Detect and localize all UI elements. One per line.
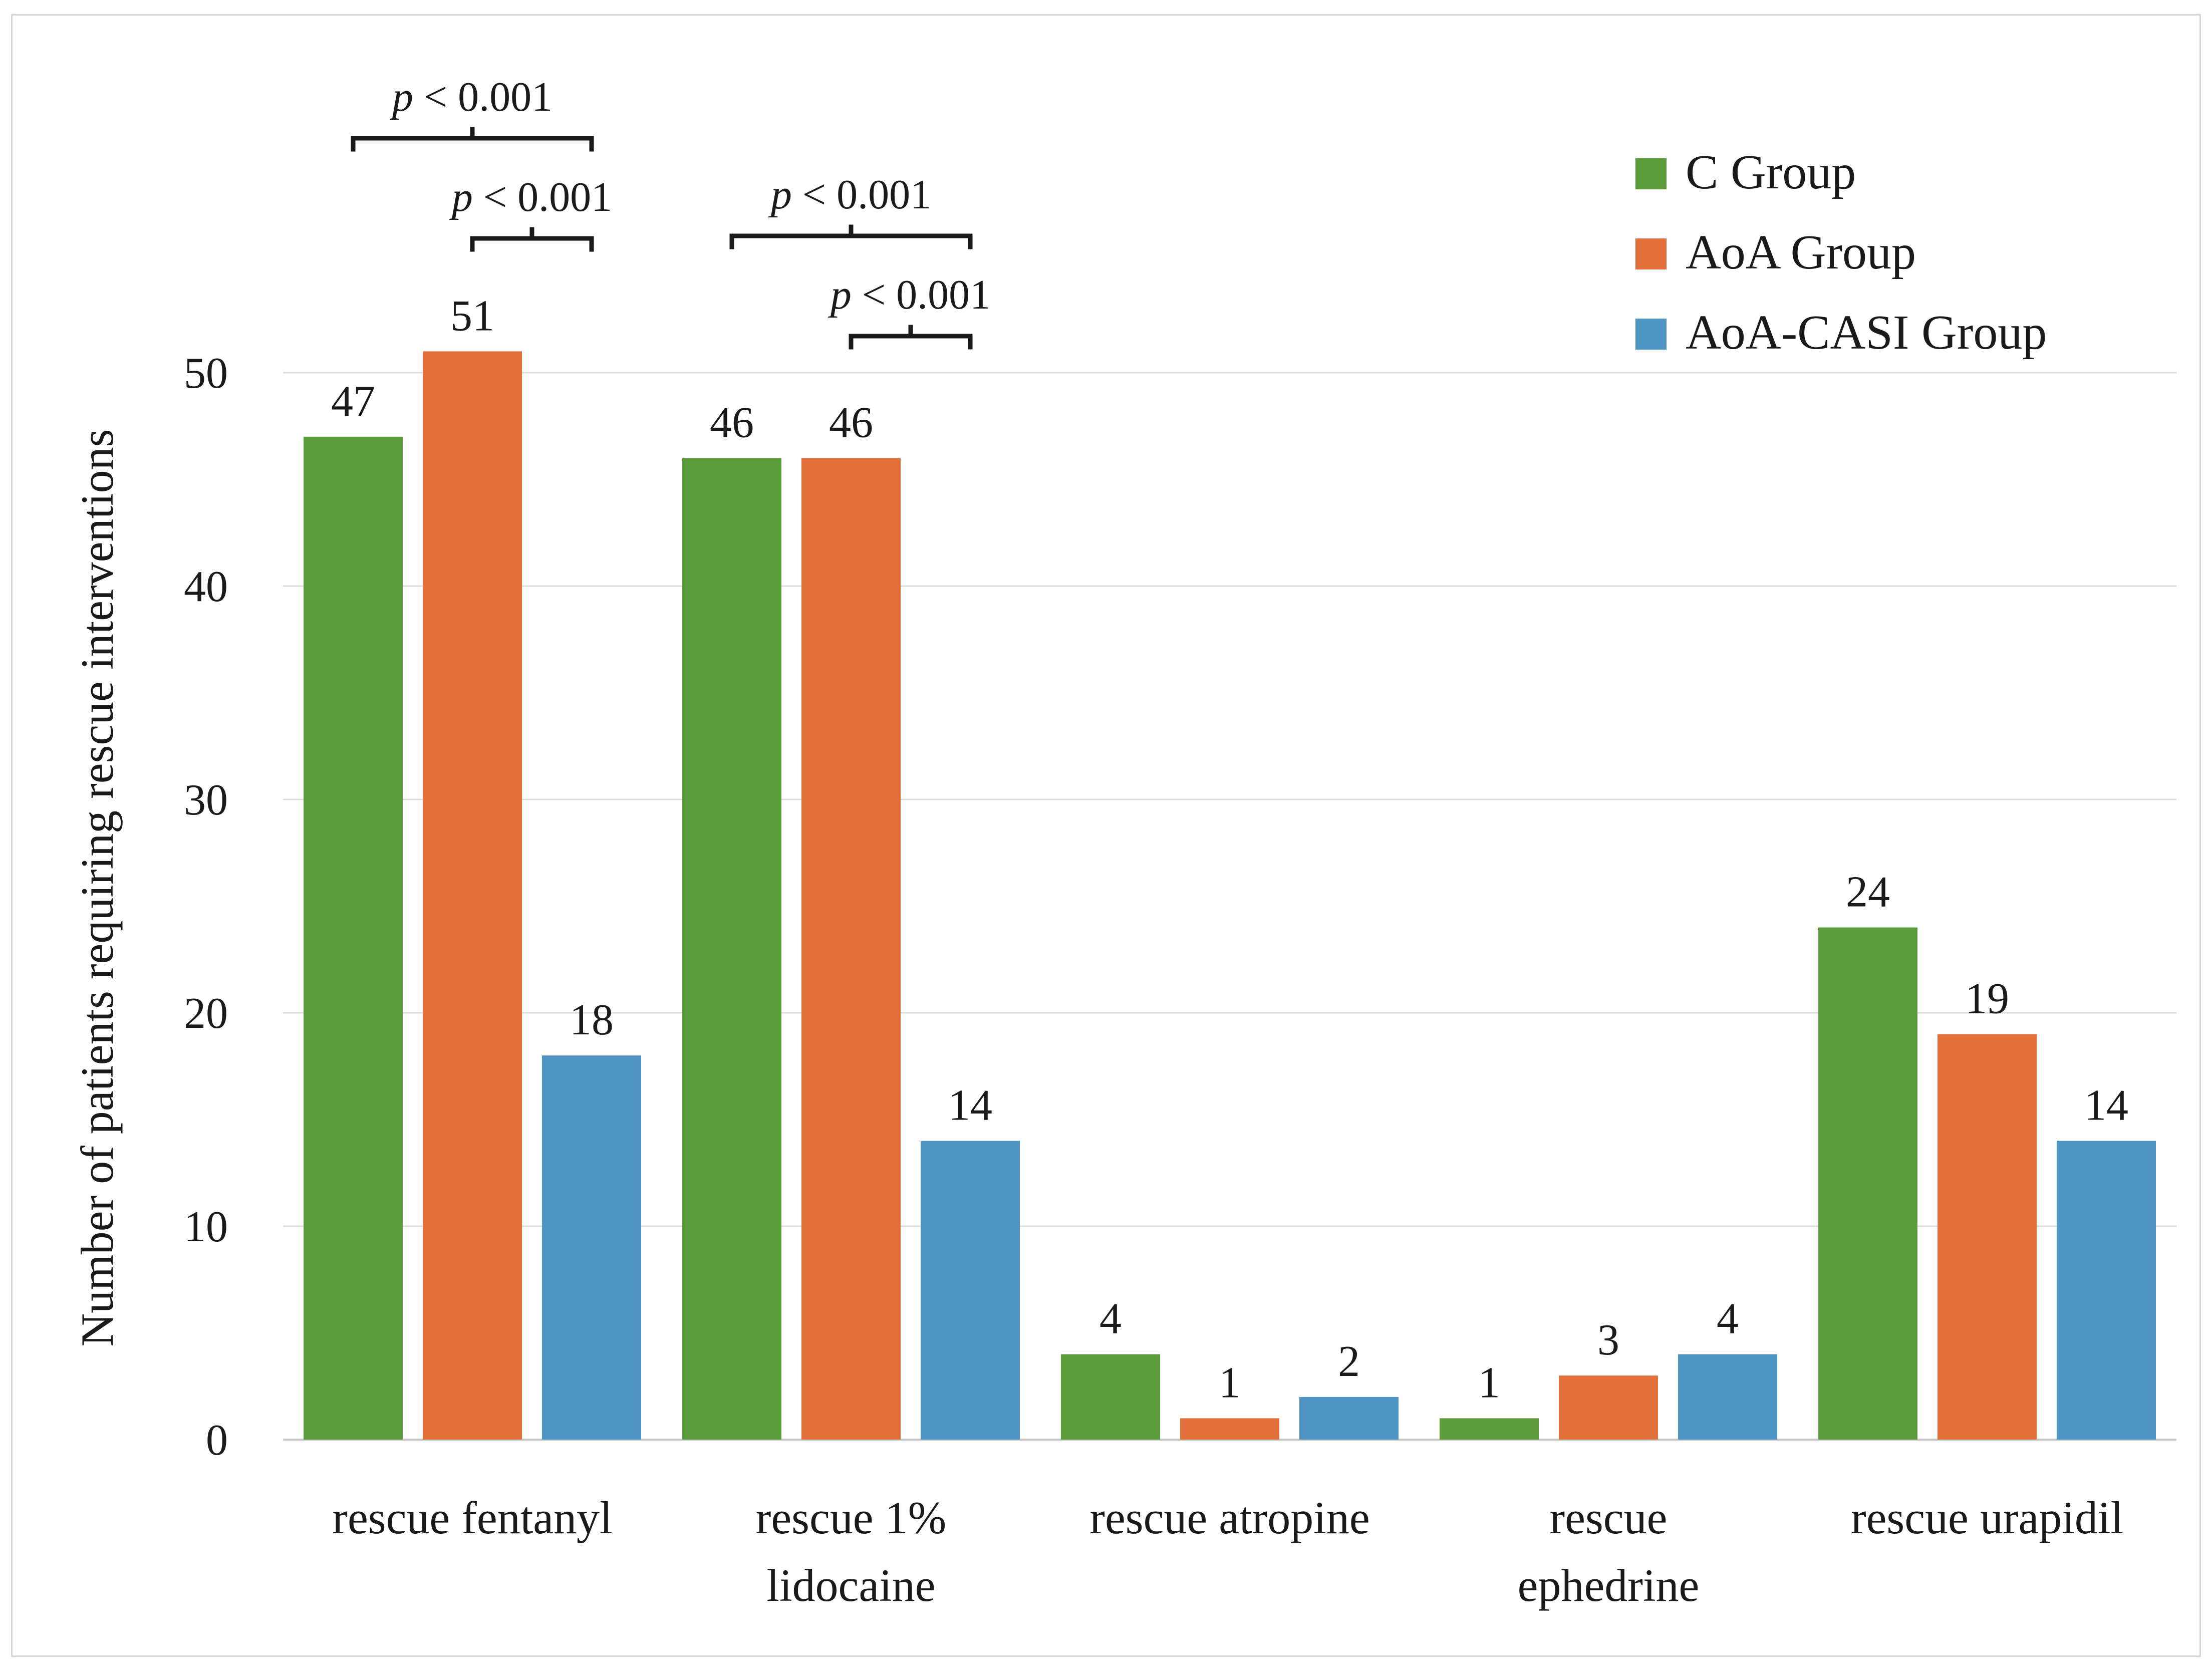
bar bbox=[921, 1141, 1020, 1440]
significance-bracket: p < 0.001 bbox=[351, 74, 594, 152]
data-label: 24 bbox=[1846, 868, 1890, 917]
legend: C Group AoA Group AoA-CASI Group bbox=[1635, 145, 2047, 360]
bar bbox=[423, 351, 522, 1440]
bar bbox=[1180, 1418, 1279, 1440]
legend-label: C Group bbox=[1686, 145, 1856, 199]
bar bbox=[1938, 1034, 2037, 1440]
data-label: 47 bbox=[331, 377, 375, 426]
chart-frame: 0 10 20 30 40 50 47 46 4 1 24 51 46 1 3 19 18 14 2 4 14 res… bbox=[11, 14, 2201, 1657]
y-tick-label: 50 bbox=[184, 349, 228, 398]
legend-swatch bbox=[1635, 158, 1667, 189]
bar bbox=[304, 436, 403, 1440]
bar bbox=[682, 458, 781, 1440]
legend-label: AoA Group bbox=[1686, 225, 1916, 280]
data-label: 1 bbox=[1478, 1358, 1500, 1407]
y-tick-label: 20 bbox=[184, 989, 228, 1038]
y-tick-label: 30 bbox=[184, 776, 228, 824]
data-label: 4 bbox=[1099, 1295, 1122, 1343]
significance-brackets: p < 0.001 p < 0.001 p < 0.001 p < 0.001 bbox=[351, 74, 991, 350]
p-value-label: p < 0.001 bbox=[828, 271, 991, 318]
data-label: 14 bbox=[948, 1081, 992, 1130]
category-label: rescue urapidil bbox=[1851, 1492, 2123, 1543]
significance-bracket: p < 0.001 bbox=[729, 171, 973, 249]
data-label: 3 bbox=[1597, 1316, 1619, 1364]
p-value-label: p < 0.001 bbox=[449, 174, 612, 220]
legend-item: C Group bbox=[1635, 145, 1856, 199]
data-label: 18 bbox=[570, 996, 614, 1044]
data-label: 2 bbox=[1338, 1337, 1360, 1386]
bar bbox=[1559, 1375, 1658, 1440]
data-label: 19 bbox=[1965, 975, 2009, 1023]
legend-item: AoA-CASI Group bbox=[1635, 306, 2047, 360]
category-label: rescue atropine bbox=[1089, 1492, 1369, 1543]
data-label: 51 bbox=[450, 292, 494, 340]
data-label: 46 bbox=[710, 398, 754, 447]
p-value-label: p < 0.001 bbox=[390, 74, 552, 120]
legend-swatch bbox=[1635, 319, 1667, 350]
legend-item: AoA Group bbox=[1635, 225, 1916, 280]
legend-swatch bbox=[1635, 238, 1667, 269]
bar bbox=[2057, 1141, 2156, 1440]
category-label: rescue fentanyl bbox=[332, 1492, 612, 1543]
bracket-line bbox=[351, 127, 594, 152]
bracket-line bbox=[729, 224, 973, 249]
bracket-line bbox=[470, 227, 594, 252]
y-tick-label: 0 bbox=[206, 1416, 228, 1465]
data-label: 14 bbox=[2084, 1081, 2128, 1130]
category-label: rescue 1% lidocaine bbox=[756, 1492, 947, 1611]
p-value-label: p < 0.001 bbox=[768, 171, 931, 218]
y-axis-title: Number of patients requiring rescue inte… bbox=[72, 429, 123, 1347]
significance-bracket: p < 0.001 bbox=[828, 271, 991, 350]
x-axis-categories: rescue fentanyl rescue 1% lidocaine rescue … bbox=[332, 1492, 2123, 1611]
data-label: 46 bbox=[829, 398, 873, 447]
data-label: 1 bbox=[1219, 1358, 1241, 1407]
bar bbox=[1818, 927, 1917, 1440]
bar bbox=[542, 1055, 641, 1440]
bar bbox=[1299, 1397, 1399, 1440]
bar bbox=[1678, 1354, 1777, 1440]
bar bbox=[1440, 1418, 1539, 1440]
bar bbox=[1061, 1354, 1160, 1440]
bar bbox=[801, 458, 901, 1440]
data-label: 4 bbox=[1717, 1295, 1739, 1343]
bracket-line bbox=[849, 325, 973, 350]
legend-label: AoA-CASI Group bbox=[1686, 306, 2047, 360]
bars bbox=[304, 351, 2156, 1440]
significance-bracket: p < 0.001 bbox=[449, 174, 612, 252]
y-tick-label: 10 bbox=[184, 1203, 228, 1251]
y-tick-label: 40 bbox=[184, 563, 228, 611]
y-axis-ticks: 0 10 20 30 40 50 bbox=[184, 349, 228, 1465]
category-label: rescue ephedrine bbox=[1518, 1492, 1700, 1611]
